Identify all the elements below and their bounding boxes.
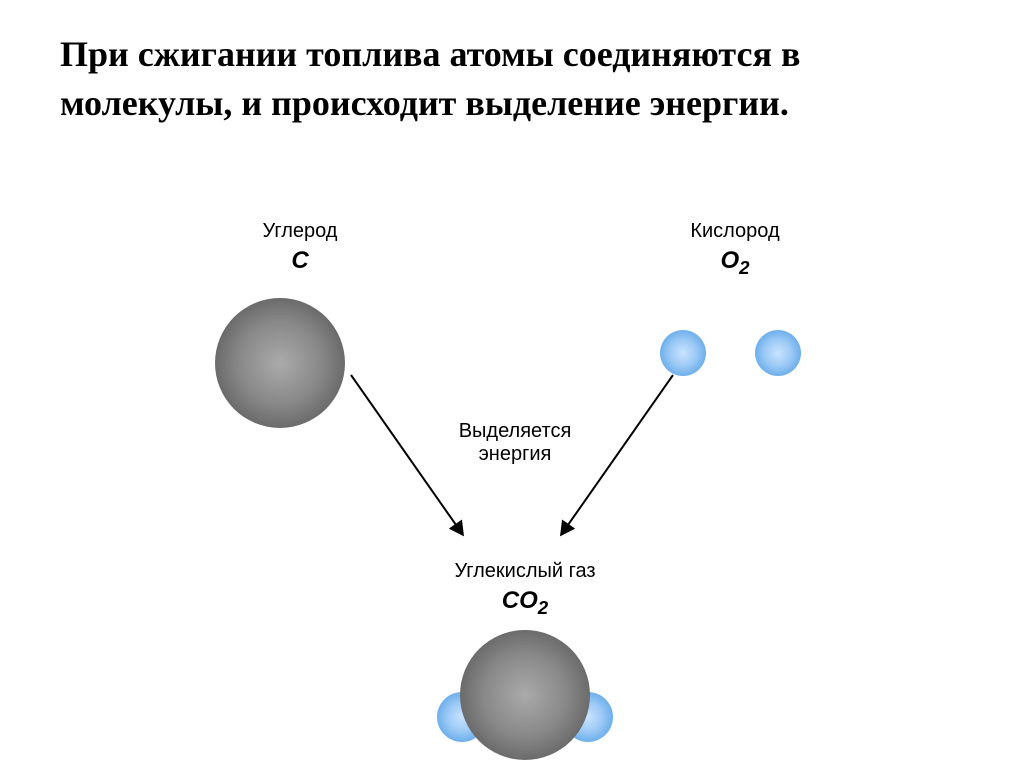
co2-formula-base: CO: [502, 587, 538, 614]
carbon-name: Углерод: [240, 220, 360, 243]
co2-label-group: Углекислый газ CO2: [440, 560, 610, 619]
energy-line-2: энергия: [440, 443, 590, 466]
co2-formula: CO2: [440, 587, 610, 619]
co2-name: Углекислый газ: [440, 560, 610, 583]
carbon-atom: [215, 298, 345, 428]
page-title: При сжигании топлива атомы соединяются в…: [60, 30, 964, 127]
oxygen-atom-2: [755, 330, 801, 376]
energy-line-1: Выделяется: [440, 420, 590, 443]
oxygen-atom-1: [660, 330, 706, 376]
co2-carbon: [460, 630, 590, 760]
oxygen-formula-base: O: [720, 247, 739, 274]
oxygen-formula: O2: [665, 247, 805, 279]
combustion-diagram: Углерод C Кислород O2 Выделяется энергия…: [0, 220, 1024, 740]
oxygen-label-group: Кислород O2: [665, 220, 805, 279]
co2-molecule: [445, 630, 605, 770]
carbon-formula: C: [240, 247, 360, 275]
co2-formula-sub: 2: [538, 597, 548, 618]
energy-released-label: Выделяется энергия: [440, 420, 590, 466]
oxygen-formula-sub: 2: [739, 257, 749, 278]
carbon-label-group: Углерод C: [240, 220, 360, 275]
oxygen-name: Кислород: [665, 220, 805, 243]
